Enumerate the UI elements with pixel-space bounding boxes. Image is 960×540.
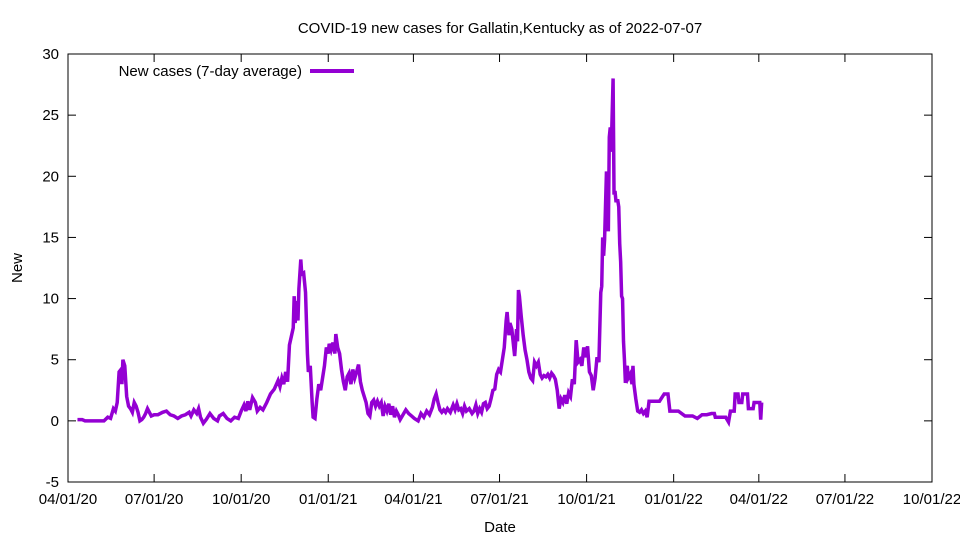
x-tick-label: 10/01/20	[212, 491, 270, 508]
y-tick-label: 5	[51, 352, 59, 369]
x-tick-label: 07/01/22	[816, 491, 874, 508]
y-tick-label: -5	[46, 474, 59, 491]
x-tick-label: 04/01/20	[39, 491, 97, 508]
plot-frame	[67, 53, 933, 483]
legend: New cases (7-day average)	[119, 63, 354, 80]
y-tick-label: 10	[42, 291, 59, 308]
x-tick-label: 07/01/20	[125, 491, 183, 508]
y-tick-label: 0	[51, 413, 59, 430]
y-tick-label: 30	[42, 46, 59, 63]
series-line-new-cases	[77, 78, 764, 428]
y-tick-label: 25	[42, 107, 59, 124]
y-axis-label: New	[9, 253, 26, 283]
x-tick-label: 01/01/22	[644, 491, 702, 508]
x-axis-ticks: 04/01/20 07/01/20 10/01/20 01/01/21 04/01/21…	[39, 54, 960, 508]
x-tick-label: 04/01/22	[730, 491, 788, 508]
legend-label: New cases (7-day average)	[119, 63, 302, 80]
chart-title: COVID-19 new cases for Gallatin,Kentucky…	[298, 20, 702, 37]
y-tick-label: 15	[42, 229, 59, 246]
x-tick-label: 01/01/21	[299, 491, 357, 508]
y-tick-label: 20	[42, 168, 59, 185]
x-tick-label: 07/01/21	[470, 491, 528, 508]
y-axis-ticks: -5 0 5 10 15 20 25 30	[42, 46, 932, 491]
x-tick-label: 04/01/21	[384, 491, 442, 508]
x-tick-label: 10/01/21	[557, 491, 615, 508]
x-axis-label: Date	[484, 519, 516, 536]
x-tick-label: 10/01/22	[903, 491, 960, 508]
